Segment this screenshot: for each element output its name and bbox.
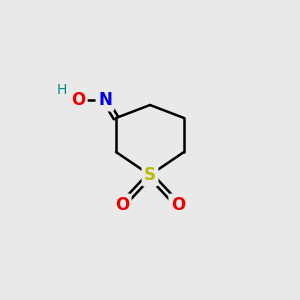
Text: N: N: [98, 91, 112, 109]
Text: O: O: [115, 196, 129, 214]
Text: O: O: [171, 196, 185, 214]
Text: O: O: [71, 91, 85, 109]
Text: S: S: [144, 166, 156, 184]
Text: H: H: [57, 83, 67, 97]
